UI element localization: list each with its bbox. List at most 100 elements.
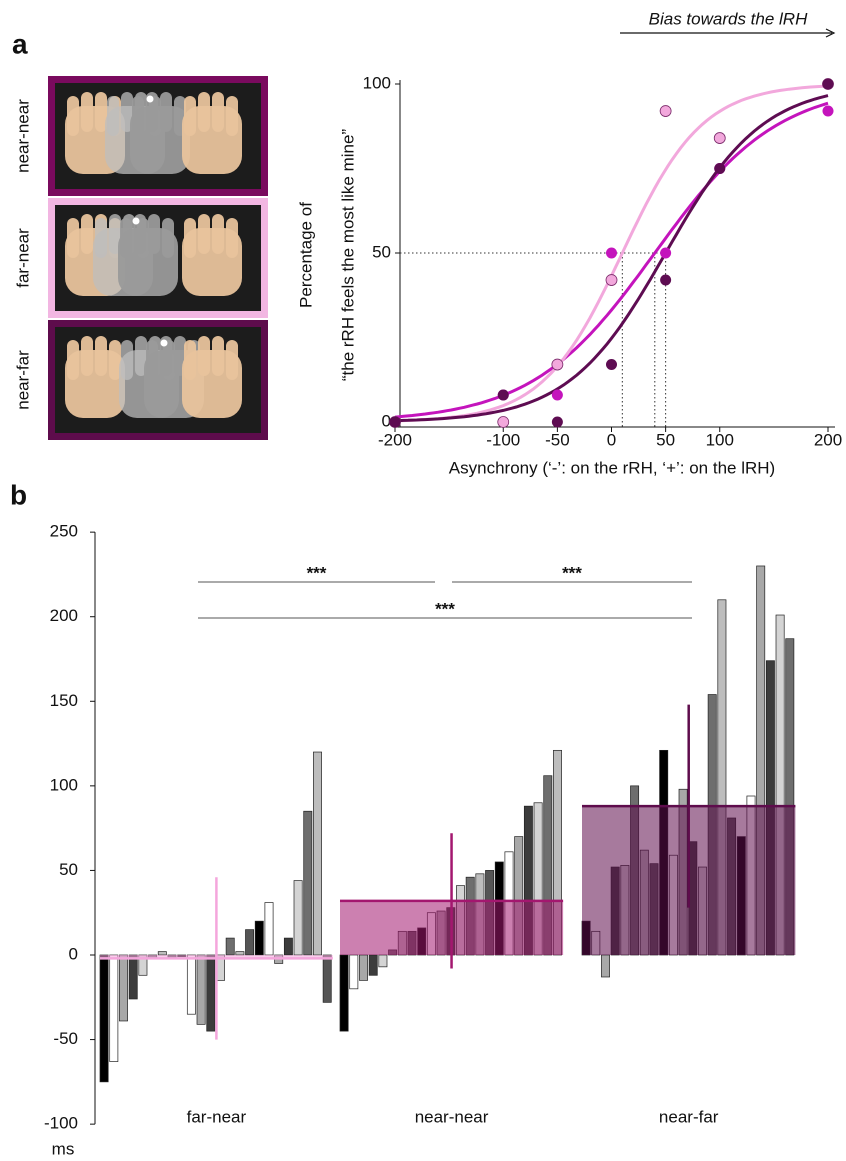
bar xyxy=(283,937,293,956)
bar xyxy=(368,954,378,976)
y-tick-label: -50 xyxy=(53,1029,78,1048)
y-tick-label: 100 xyxy=(363,73,391,92)
y-tick-label: 150 xyxy=(50,691,78,710)
x-axis-label: Asynchrony (‘-’: on the rRH, ‘+’: on the… xyxy=(449,458,775,477)
y-tick-label: 0 xyxy=(382,411,391,430)
bar xyxy=(349,954,359,990)
annotation: Bias towards the lRH xyxy=(649,9,808,28)
bar xyxy=(378,954,388,968)
finger xyxy=(184,218,196,258)
data-point xyxy=(713,132,726,144)
bar xyxy=(128,954,138,1000)
finger xyxy=(132,96,144,136)
data-point xyxy=(605,274,618,286)
data-point xyxy=(606,247,617,259)
group-label: near-near xyxy=(415,1107,489,1126)
finger xyxy=(109,214,121,254)
group-label: near-far xyxy=(659,1107,719,1126)
finger xyxy=(67,218,79,258)
finger xyxy=(121,340,133,380)
y-tick-label: 250 xyxy=(50,522,78,541)
fixation-dot xyxy=(146,95,154,103)
y-tick-label: 50 xyxy=(372,242,391,261)
y-tick-label: 0 xyxy=(69,944,78,963)
finger xyxy=(67,96,79,136)
x-tick-label: -50 xyxy=(545,430,570,449)
data-point xyxy=(497,416,510,428)
finger xyxy=(120,218,132,258)
bar xyxy=(206,954,216,1032)
bar xyxy=(119,954,128,1022)
data-point xyxy=(551,389,563,401)
data-point xyxy=(389,416,401,428)
condition-label: near-far xyxy=(13,350,32,410)
finger xyxy=(212,92,224,132)
fit-curve xyxy=(394,94,829,423)
bar xyxy=(196,954,206,1025)
x-tick-label: 100 xyxy=(706,430,734,449)
bar xyxy=(109,954,119,1062)
data-point xyxy=(497,389,509,401)
bar xyxy=(313,751,322,956)
finger xyxy=(67,340,79,380)
data-point xyxy=(659,105,672,117)
finger xyxy=(162,218,174,258)
finger xyxy=(107,96,119,136)
data-point xyxy=(714,163,726,174)
y-axis-label: “the rRH feels the most like mine” xyxy=(338,129,357,382)
y-tick-label: 100 xyxy=(50,775,78,794)
data-point xyxy=(551,358,564,371)
finger xyxy=(95,218,107,258)
fixation-dot xyxy=(160,339,168,347)
finger xyxy=(198,92,210,132)
x-tick-label: -200 xyxy=(378,430,412,449)
finger xyxy=(184,340,196,380)
finger xyxy=(95,336,107,376)
finger xyxy=(81,214,93,254)
bar xyxy=(303,810,313,956)
data-point xyxy=(660,274,672,286)
bar xyxy=(264,902,274,956)
finger xyxy=(160,92,172,132)
finger xyxy=(121,92,133,132)
x-tick-label: -100 xyxy=(486,430,520,449)
bar xyxy=(235,951,245,956)
bar xyxy=(225,937,235,956)
finger xyxy=(81,92,93,132)
finger xyxy=(146,340,158,380)
finger xyxy=(198,336,210,376)
bar xyxy=(601,954,610,978)
data-point xyxy=(660,247,672,259)
finger xyxy=(226,340,238,380)
group-label: far-near xyxy=(187,1107,247,1126)
data-point xyxy=(822,105,834,117)
y-tick-label: 50 xyxy=(59,860,78,879)
condition-label: far-near xyxy=(13,228,32,288)
bar xyxy=(245,929,255,956)
data-point xyxy=(822,78,834,90)
y-tick-label: -100 xyxy=(44,1114,78,1133)
bar xyxy=(293,880,303,956)
arrow-head xyxy=(825,28,836,38)
finger xyxy=(95,92,107,132)
panel-label: a xyxy=(12,28,28,59)
significance-label: *** xyxy=(435,599,455,618)
bar xyxy=(322,954,332,1003)
y-tick-label: 200 xyxy=(50,606,78,625)
finger xyxy=(184,96,196,136)
finger xyxy=(226,96,238,136)
finger xyxy=(148,214,160,254)
fit-curve xyxy=(394,101,829,419)
bar xyxy=(186,954,196,1015)
finger xyxy=(198,214,210,254)
x-tick-label: 50 xyxy=(656,430,675,449)
panel-label: b xyxy=(10,479,27,510)
finger xyxy=(212,214,224,254)
finger xyxy=(109,340,121,380)
unit-label: ms xyxy=(52,1139,75,1158)
bar xyxy=(157,951,167,956)
fixation-dot xyxy=(132,217,140,225)
y-axis-label: Percentage of xyxy=(296,202,315,308)
